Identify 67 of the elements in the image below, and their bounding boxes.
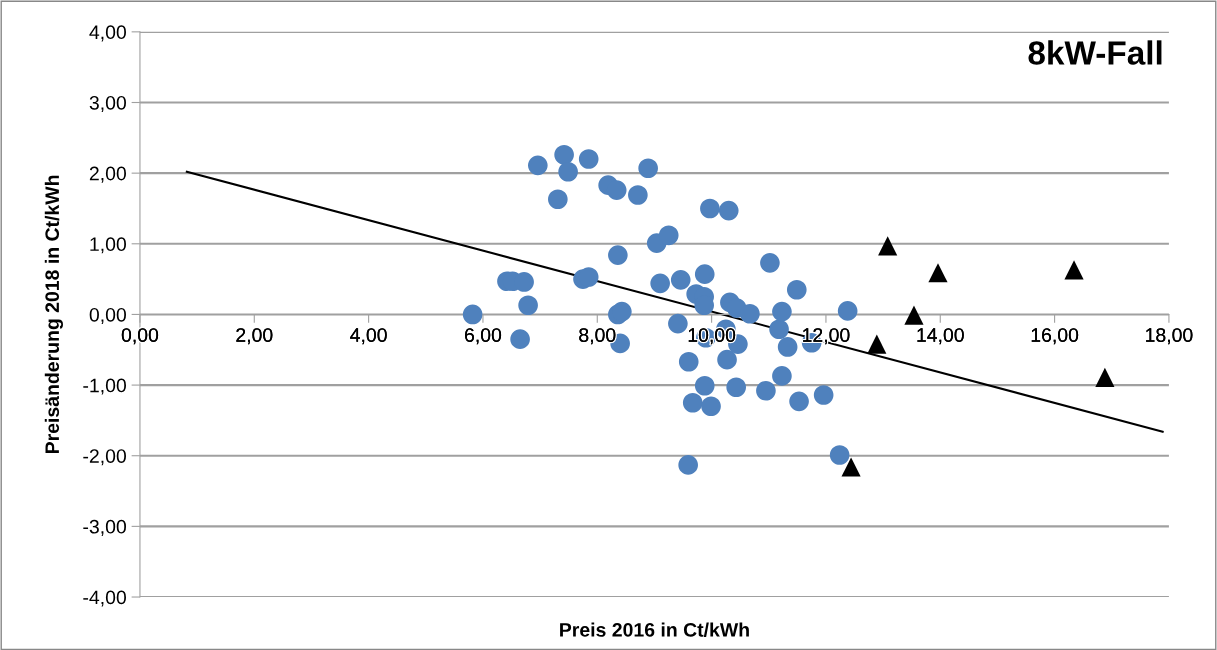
y-tick-label: 0,00: [89, 307, 126, 324]
point: [462, 304, 483, 325]
point: [829, 445, 850, 465]
x-tick-label: 0,00: [121, 328, 159, 345]
point: [777, 337, 798, 357]
point: [606, 180, 627, 200]
point: [756, 380, 776, 401]
x-tick-label: 18,00: [1146, 328, 1193, 345]
point: [740, 303, 760, 324]
point: [726, 377, 747, 398]
point: [514, 272, 534, 292]
y-tick-label: 1,00: [90, 237, 126, 254]
point: [694, 264, 715, 284]
point: [904, 305, 924, 325]
y-tick-label: 4,00: [89, 25, 126, 42]
point: [813, 385, 834, 405]
point: [772, 366, 792, 386]
x-tick-label: 8,00: [579, 328, 616, 345]
point: [1095, 367, 1115, 387]
y-tick-label: 2,00: [89, 166, 126, 183]
point: [670, 270, 691, 290]
point: [528, 155, 548, 176]
point: [700, 198, 720, 219]
y-tick-label: -2,00: [83, 449, 126, 466]
point: [769, 319, 789, 340]
point: [786, 279, 807, 300]
x-tick-label: 12,00: [803, 328, 850, 345]
point: [718, 200, 739, 221]
chart-title: 8kW-Fall: [1028, 40, 1162, 65]
point: [668, 313, 688, 334]
y-tick-label: 3,00: [89, 95, 126, 113]
point: [510, 329, 530, 349]
x-tick-label: 6,00: [465, 328, 502, 345]
point: [518, 295, 538, 316]
x-tick-label: 4,00: [350, 328, 387, 345]
point: [578, 149, 599, 169]
x-tick-label: 2,00: [236, 328, 273, 345]
point: [678, 351, 699, 372]
y-axis-title: Preisänderung 2018 in Ct/kWh: [44, 175, 63, 454]
point: [701, 396, 721, 417]
y-tick-label: -3,00: [83, 519, 126, 536]
y-tick-label: -1,00: [83, 378, 126, 395]
point: [638, 158, 658, 179]
point: [678, 455, 698, 475]
point: [867, 334, 887, 354]
point: [558, 161, 578, 182]
y-tick-label: -4,00: [83, 590, 126, 607]
point: [717, 349, 737, 370]
point: [928, 263, 948, 283]
point: [841, 457, 861, 477]
point: [837, 301, 858, 321]
x-axis-title: Preis 2016 in Ct/kWh: [560, 622, 749, 637]
point: [548, 189, 568, 210]
point: [1064, 260, 1084, 280]
x-tick-label: 16,00: [1031, 328, 1079, 345]
point: [760, 253, 780, 273]
point: [658, 225, 679, 246]
point: [682, 392, 703, 413]
point: [789, 391, 809, 412]
point: [878, 236, 898, 256]
point: [554, 144, 574, 165]
point: [772, 301, 792, 322]
point: [628, 185, 648, 205]
point: [608, 245, 628, 265]
x-tick-label: 14,00: [917, 328, 964, 345]
point: [694, 375, 715, 396]
point: [650, 273, 670, 294]
